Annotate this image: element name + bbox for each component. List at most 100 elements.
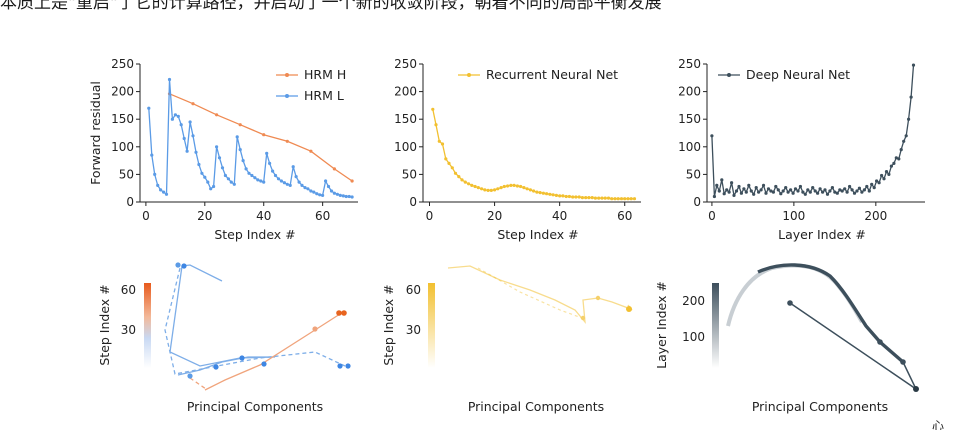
rnn-data-point	[519, 184, 523, 189]
hrm-data-point	[276, 177, 281, 181]
dnn-data-point	[857, 186, 862, 190]
hrm-data-point	[347, 194, 351, 199]
rnn-data-point	[450, 166, 454, 170]
rnn-data-point	[590, 196, 594, 200]
hrm-data-point	[241, 159, 245, 163]
rnn-data-point	[444, 157, 448, 161]
rnn-data-point	[558, 194, 562, 198]
dnn-data-point	[813, 189, 817, 193]
rnn-data-point	[584, 196, 588, 200]
rnn-data-point	[600, 196, 604, 200]
dnn-point	[900, 359, 906, 365]
dnn-data-point	[860, 190, 864, 194]
hrm-data-point	[262, 133, 266, 137]
hrm-data-point	[309, 189, 313, 193]
hrm-data-point	[312, 190, 316, 194]
hrm-pca-ytick-60: 60	[121, 283, 136, 297]
hrm-data-point	[197, 162, 201, 167]
hrm-data-point	[326, 184, 331, 189]
dnn-data-point	[747, 183, 751, 187]
dnn-pca-chart: 200 100 Layer Index # Principal Componen…	[654, 263, 919, 414]
dnn-data-point	[730, 181, 734, 185]
rnn-data-point	[486, 188, 490, 192]
dnn-data-point	[796, 189, 800, 193]
hrm-data-point	[185, 149, 189, 153]
hrm-data-point	[159, 188, 163, 192]
dnn-data-point	[720, 178, 724, 182]
hrm-data-point	[294, 175, 298, 179]
dnn-data-point	[862, 188, 867, 192]
hrm-ytick-label: 100	[111, 140, 134, 154]
hrm-point	[187, 373, 193, 379]
rnn-xlabel: Step Index #	[497, 227, 578, 242]
dnn-data-point	[712, 194, 717, 199]
hrm-point	[337, 363, 343, 369]
dnn-data-point	[830, 186, 835, 190]
dnn-data-point	[843, 187, 847, 191]
rnn-data-point	[564, 194, 568, 199]
hrm-data-point	[285, 182, 289, 186]
hrm-pca-xlabel: Principal Components	[187, 399, 323, 414]
hrm-data-point	[279, 179, 283, 183]
dnn-data-point	[867, 189, 871, 193]
dnn-data-point	[825, 192, 830, 196]
hrm-point	[181, 263, 187, 269]
dnn-point	[787, 300, 793, 306]
dnn-data-point	[801, 190, 805, 194]
rnn-data-point	[567, 194, 572, 199]
hrm-colorbar	[144, 283, 151, 368]
dnn-pca-ytick-100: 100	[682, 330, 705, 344]
rnn-data-point	[460, 178, 464, 182]
rnn-data-point	[453, 171, 458, 175]
rnn-data-point	[629, 197, 633, 201]
dnn-data-point	[880, 173, 884, 178]
rnn-xtick-label: 60	[617, 209, 632, 223]
dnn-trajectory-arc-dark	[757, 263, 905, 364]
hrm-pca-ytick-30: 30	[121, 323, 136, 337]
rnn-data-point	[493, 188, 497, 192]
dnn-data-point	[766, 187, 771, 191]
hrm-data-point	[321, 193, 325, 197]
hrm-point	[341, 310, 347, 316]
dnn-data-point	[808, 190, 812, 194]
rnn-data-point	[541, 191, 546, 195]
rnn-data-point	[528, 188, 533, 192]
hrm-data-point	[309, 149, 313, 153]
rnn-data-point	[632, 197, 637, 201]
hrm-data-point	[253, 176, 257, 180]
hrm-data-point	[332, 191, 336, 195]
dnn-data-point	[710, 134, 714, 138]
hrm-data-point	[164, 192, 169, 196]
dnn-data-point	[818, 187, 822, 191]
dnn-data-point	[845, 190, 849, 194]
dnn-data-point	[784, 186, 788, 190]
hrm-data-point	[200, 171, 204, 175]
rnn-data-point	[522, 186, 526, 190]
hrm-data-point	[156, 183, 160, 187]
hrm-data-point	[176, 114, 180, 118]
hrm-data-point	[182, 136, 186, 141]
dnn-data-point	[742, 187, 746, 191]
hrm-data-point	[350, 179, 354, 183]
hrm-data-point	[247, 171, 251, 175]
rnn-series-0	[431, 107, 637, 201]
dnn-data-point	[752, 192, 756, 196]
hrm-legend-marker	[285, 73, 289, 77]
hrm-data-point	[229, 180, 233, 184]
rnn-data-point	[447, 161, 451, 165]
dnn-data-point	[776, 188, 780, 192]
rnn-data-point	[470, 183, 474, 187]
rnn-data-point	[476, 186, 480, 190]
hrm-data-point	[206, 180, 210, 184]
dnn-data-point	[904, 134, 908, 138]
dnn-data-point	[717, 189, 721, 193]
rnn-data-point	[561, 194, 565, 198]
dnn-data-point	[899, 148, 903, 152]
dnn-series-line	[711, 65, 915, 198]
rnn-xtick-label: 40	[552, 209, 567, 223]
hrm-data-point	[238, 148, 242, 152]
dnn-pca-ylabel: Layer Index #	[654, 281, 669, 369]
hrm-data-point	[259, 179, 263, 183]
dnn-data-point	[725, 188, 729, 192]
rnn-ytick-label: 100	[394, 140, 417, 154]
